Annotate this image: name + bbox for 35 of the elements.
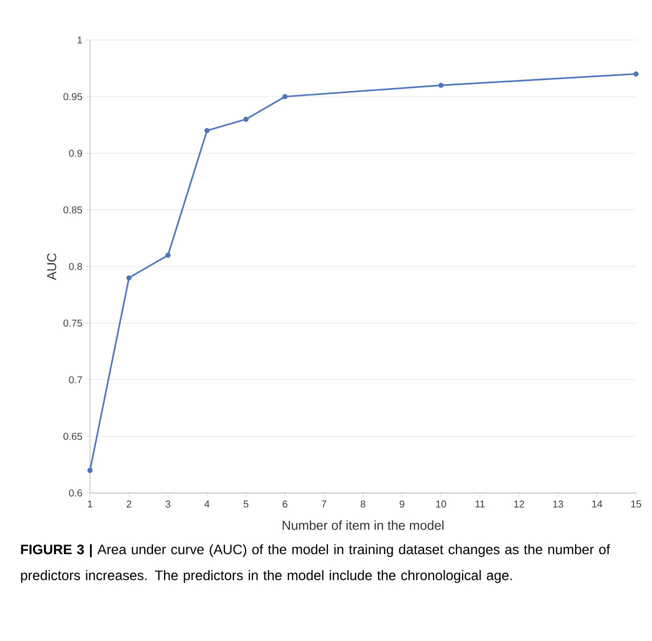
y-tick-label: 0.75 <box>63 320 82 327</box>
x-tick-label: 15 <box>631 500 642 508</box>
y-tick-label: 0.85 <box>63 206 82 214</box>
x-tick-label: 5 <box>244 500 248 508</box>
y-tick-label: 0.8 <box>69 262 82 270</box>
x-tick-label: 13 <box>553 500 564 508</box>
x-axis-title: Number of item in the model <box>282 520 444 530</box>
x-tick-label: 12 <box>514 500 524 508</box>
point <box>243 116 249 122</box>
y-tick-label: 0.65 <box>63 432 82 440</box>
point <box>438 82 444 88</box>
x-tick-label: 6 <box>282 500 288 508</box>
y-axis-title: AUC <box>47 253 56 280</box>
y-tick-label: 0.95 <box>63 93 82 100</box>
x-tick-label: 1 <box>88 500 92 508</box>
x-tick-label: 11 <box>476 500 485 508</box>
point <box>633 71 639 77</box>
y-tick-label: 0.9 <box>69 150 82 157</box>
x-tick-label: 4 <box>204 500 210 508</box>
x-tick-label: 3 <box>166 500 170 508</box>
x-tick-label: 9 <box>400 500 404 508</box>
x-tick-label: 10 <box>436 500 446 508</box>
y-tick-label: 1 <box>78 36 82 44</box>
point <box>165 252 171 258</box>
point <box>204 128 210 134</box>
point <box>282 94 288 100</box>
y-tick-label: 0.7 <box>69 376 82 384</box>
y-tick-label: 0.6 <box>69 489 82 497</box>
x-tick-label: 2 <box>126 500 132 508</box>
point <box>126 275 132 280</box>
x-tick-label: 14 <box>592 500 602 508</box>
point <box>87 468 93 473</box>
x-tick-label: 8 <box>360 500 366 508</box>
text: FIGURE 3 | Area under curve (AUC) of the model in training dataset changes as the number of predictors increases. The predictors in the model include the chronological age. <box>21 544 610 583</box>
x-tick-label: 7 <box>322 500 326 508</box>
